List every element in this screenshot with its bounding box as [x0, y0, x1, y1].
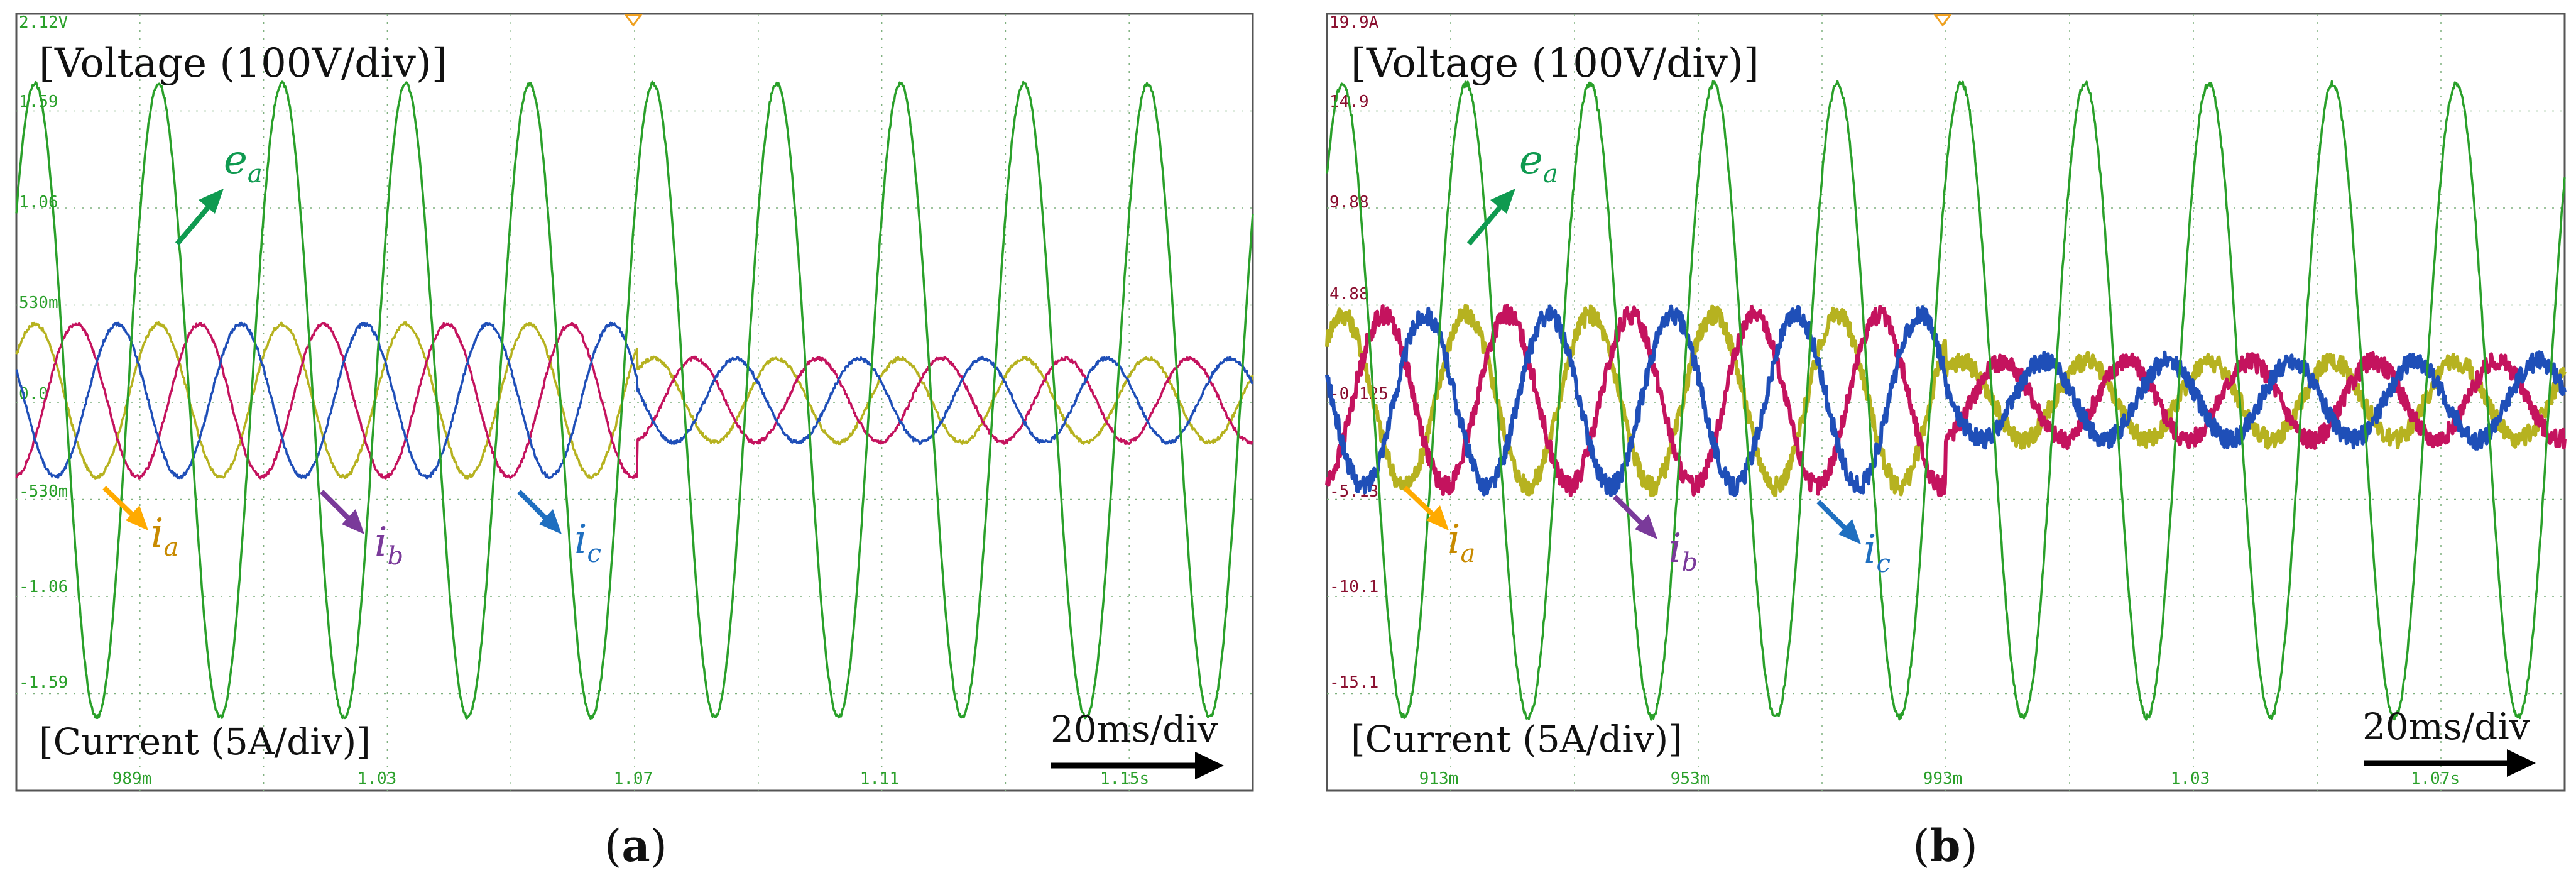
ic-arrow-head: [1838, 519, 1861, 544]
xtick-label: 993m: [1923, 769, 1963, 788]
panel-a-grid: [16, 14, 1253, 791]
trace-ib: [15, 322, 1253, 480]
trace-ea: [1326, 80, 2566, 721]
timebase-label: 20ms/div: [2362, 705, 2530, 748]
trace-ib: [1325, 303, 2567, 497]
trace-ea: [15, 80, 1254, 720]
ib-label: ib: [1669, 525, 1698, 577]
trace-ic: [15, 321, 1253, 480]
trigger-marker: [1933, 14, 1952, 27]
ia-arrow: [1403, 486, 1439, 521]
timebase-arrow-head: [2507, 749, 2536, 777]
ea-label: ea: [1519, 137, 1558, 189]
ytick-label: -10.1: [1329, 578, 1378, 596]
trace-ia: [1325, 304, 2567, 497]
ytick-label: 2.12V: [19, 13, 68, 32]
xtick-label: 1.07s: [2411, 769, 2460, 788]
caption-b: (b): [1913, 820, 1978, 872]
voltage-scale-label: [Voltage (100V/div)]: [39, 40, 447, 87]
ic-arrow-head: [539, 509, 562, 534]
ytick-label: -1.59: [19, 673, 68, 692]
xtick-label: 989m: [112, 769, 152, 788]
panel-b-grid: [1327, 14, 2565, 791]
current-scale-label: [Current (5A/div)]: [1351, 718, 1683, 761]
ic-label: ic: [574, 517, 601, 568]
panel-b: 19.9A 14.9 9.88 4.88 -0.125 -5.13 -10.1 …: [1325, 13, 2567, 792]
ytick-label: -15.1: [1329, 673, 1378, 692]
panel-a-frame: [15, 13, 1254, 792]
ib-arrow-head: [342, 509, 364, 534]
panel-a-traces: [15, 80, 1254, 720]
timebase-arrow-head: [1195, 752, 1224, 779]
ia-label: ia: [151, 510, 178, 562]
ib-label: ib: [374, 519, 403, 571]
current-scale-label: [Current (5A/div)]: [39, 720, 371, 763]
ytick-label: -530m: [19, 482, 68, 501]
timebase-label: 20ms/div: [1051, 708, 1218, 750]
trigger-marker: [624, 14, 643, 27]
xtick-label: 1.07: [614, 769, 653, 788]
panel-b-traces: [1325, 80, 2567, 721]
ea-label: ea: [224, 137, 263, 189]
xtick-label: 1.03: [2171, 769, 2210, 788]
ytick-label: 4.88: [1329, 285, 1369, 304]
trace-ic: [1325, 304, 2567, 497]
ytick-label: 19.9A: [1329, 13, 1379, 32]
caption-a: (a): [604, 820, 667, 872]
xtick-label: 913m: [1419, 769, 1459, 788]
panel-b-tick-labels: 19.9A 14.9 9.88 4.88 -0.125 -5.13 -10.1 …: [1329, 13, 2460, 788]
panel-a: 2.12V 1.59 1.06 530m 0.0 -530m -1.06 -1.…: [15, 13, 1254, 792]
ytick-label: 530m: [19, 294, 58, 312]
ea-arrow-head: [1490, 189, 1515, 214]
xtick-label: 1.11: [860, 769, 900, 788]
ib-arrow-head: [1635, 514, 1657, 539]
ia-arrow-head: [126, 505, 148, 530]
xtick-label: 953m: [1671, 769, 1710, 788]
voltage-scale-label: [Voltage (100V/div)]: [1351, 40, 1759, 87]
ytick-label: 1.59: [19, 92, 58, 111]
ic-label: ic: [1864, 527, 1891, 578]
ia-label: ia: [1448, 517, 1475, 568]
xtick-label: 1.03: [357, 769, 397, 788]
ea-arrow-head: [199, 189, 224, 214]
ytick-label: -0.125: [1329, 385, 1389, 404]
ytick-label: -1.06: [19, 578, 68, 596]
xtick-label: 1.15s: [1100, 769, 1149, 788]
ea-arrow: [1466, 201, 1507, 246]
ia-arrow: [102, 486, 139, 521]
trace-ia: [15, 321, 1254, 480]
ytick-label: 9.88: [1329, 193, 1369, 212]
ia-arrow-head: [1426, 505, 1449, 530]
